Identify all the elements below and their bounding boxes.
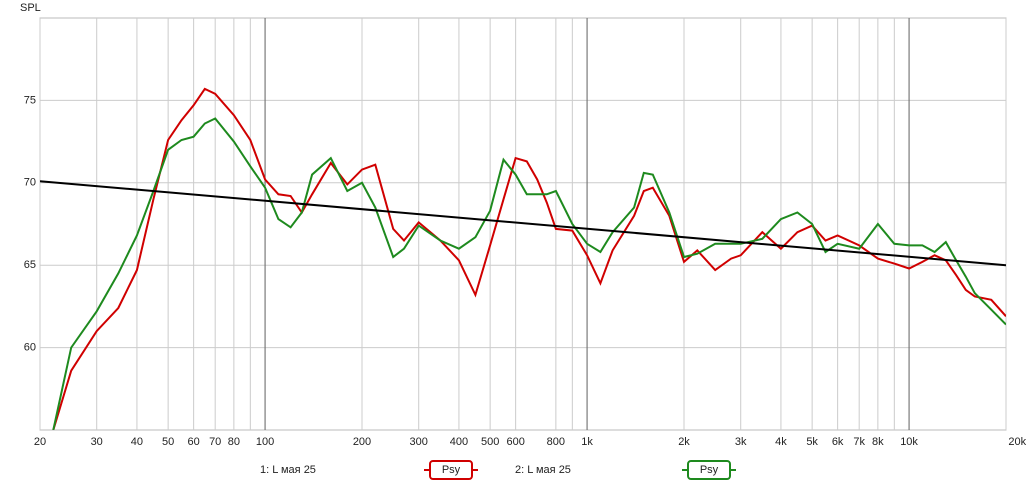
y-tick-label: 70 [24, 177, 36, 189]
x-tick-label: 600 [506, 436, 524, 448]
legend-swatch-label: Psy [442, 464, 461, 476]
x-tick-label: 200 [353, 436, 371, 448]
x-tick-label: 80 [228, 436, 240, 448]
series-line [52, 87, 1006, 430]
x-tick-label: 800 [547, 436, 565, 448]
x-tick-label: 6k [832, 436, 844, 448]
legend-swatch-box [429, 460, 473, 480]
series-line [40, 180, 1006, 267]
legend-label: 1: L мая 25 [260, 464, 316, 476]
x-tick-label: 2k [678, 436, 690, 448]
x-tick-label: 40 [131, 436, 143, 448]
x-tick-label: 70 [209, 436, 221, 448]
x-tick-label: 3k [735, 436, 747, 448]
y-tick-label: 75 [24, 94, 36, 106]
x-tick-label: 8k [872, 436, 884, 448]
x-tick-label: 5k [806, 436, 818, 448]
x-tick-label: 50 [162, 436, 174, 448]
legend-swatch-box [687, 460, 731, 480]
series-line [52, 117, 1006, 430]
x-tick-label: 60 [188, 436, 200, 448]
x-tick-label: 1k [581, 436, 593, 448]
legend-label: 2: L мая 25 [515, 464, 571, 476]
legend-swatch-label: Psy [700, 464, 719, 476]
y-axis-label: SPL [20, 2, 41, 14]
x-tick-label: 300 [410, 436, 428, 448]
x-tick-label: 400 [450, 436, 468, 448]
x-tick-label: 20kHz [1008, 436, 1027, 448]
x-tick-label: 20 [34, 436, 46, 448]
y-tick-label: 60 [24, 342, 36, 354]
x-tick-label: 100 [256, 436, 274, 448]
x-tick-label: 30 [91, 436, 103, 448]
x-tick-label: 10k [900, 436, 918, 448]
x-tick-label: 7k [853, 436, 865, 448]
x-tick-label: 500 [481, 436, 499, 448]
y-tick-label: 65 [24, 259, 36, 271]
x-tick-label: 4k [775, 436, 787, 448]
